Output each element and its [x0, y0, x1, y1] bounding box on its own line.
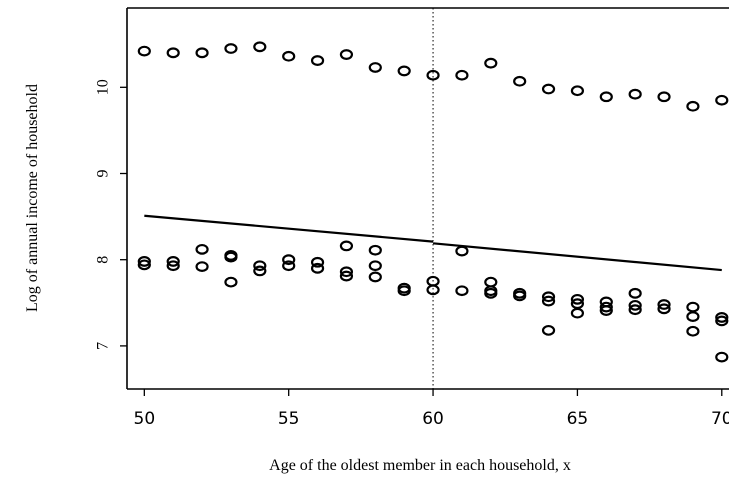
regression-line-segment [144, 214, 434, 243]
data-point [541, 295, 556, 307]
data-point [426, 284, 440, 296]
x-tick-label: 65 [567, 409, 589, 429]
data-point [166, 256, 180, 267]
data-point [715, 315, 729, 327]
data-point [339, 270, 354, 282]
data-point [599, 305, 613, 316]
data-point [570, 307, 585, 319]
data-point [426, 69, 440, 81]
data-point [397, 65, 411, 77]
data-point [484, 276, 498, 288]
y-tick-label: 8 [95, 256, 112, 264]
x-tick-label: 55 [278, 409, 300, 429]
data-point [570, 85, 585, 97]
y-axis: 7 8 9 10 [95, 79, 127, 350]
data-point [686, 325, 700, 337]
data-point [455, 285, 469, 297]
data-point [224, 276, 238, 288]
data-point [310, 256, 325, 268]
data-point [628, 304, 642, 316]
data-point [715, 94, 729, 106]
plot-frame [126, 7, 729, 390]
data-point [628, 88, 642, 100]
data-point [397, 285, 411, 297]
data-point [686, 311, 700, 322]
data-point [195, 261, 209, 272]
data-point [628, 287, 642, 299]
data-point [137, 45, 151, 57]
data-point [339, 240, 354, 252]
data-point [224, 251, 238, 263]
data-point [715, 351, 729, 363]
data-point [657, 91, 671, 103]
x-axis: 50 55 60 65 70 [134, 389, 729, 429]
data-point [310, 55, 325, 66]
x-axis-title: Age of the oldest member in each househo… [269, 457, 571, 474]
data-point [455, 245, 469, 257]
data-point [253, 265, 267, 277]
data-point [195, 47, 209, 59]
fit-lines [144, 214, 722, 272]
data-point [310, 262, 325, 274]
data-point [541, 83, 556, 95]
data-point [282, 260, 296, 272]
x-tick-label: 60 [422, 409, 444, 429]
data-point [570, 293, 585, 305]
data-point [282, 50, 296, 62]
data-point [368, 244, 382, 256]
data-point [166, 260, 180, 272]
data-point [368, 271, 382, 283]
data-point [339, 266, 354, 278]
data-point [137, 259, 151, 271]
data-point [253, 260, 267, 272]
data-point [513, 290, 527, 302]
y-tick-label: 10 [95, 79, 112, 95]
data-point [166, 47, 180, 59]
data-point [686, 301, 700, 313]
data-point [282, 254, 296, 266]
data-point [513, 75, 527, 87]
data-point [628, 299, 642, 311]
x-tick-label: 70 [711, 409, 729, 429]
data-point [224, 43, 238, 54]
x-tick-label: 50 [134, 409, 156, 429]
data-point [137, 256, 151, 267]
scatter-points [137, 41, 729, 363]
data-point [599, 301, 613, 313]
y-tick-label: 7 [95, 342, 112, 350]
data-point [715, 312, 729, 323]
regression-line-segment [432, 242, 722, 272]
data-point [657, 303, 671, 315]
data-point [599, 91, 613, 103]
data-point [253, 41, 267, 53]
y-axis-title: Log of annual income of household [24, 84, 41, 312]
y-tick-label: 9 [95, 170, 112, 178]
data-point [368, 62, 382, 73]
data-point [484, 287, 498, 299]
data-point [541, 291, 556, 303]
data-point [686, 100, 700, 112]
data-point [541, 324, 556, 336]
data-point [657, 299, 671, 310]
data-point [455, 69, 469, 81]
data-point [368, 260, 382, 272]
data-point [484, 57, 498, 69]
data-point [339, 49, 354, 60]
data-point [195, 243, 209, 255]
